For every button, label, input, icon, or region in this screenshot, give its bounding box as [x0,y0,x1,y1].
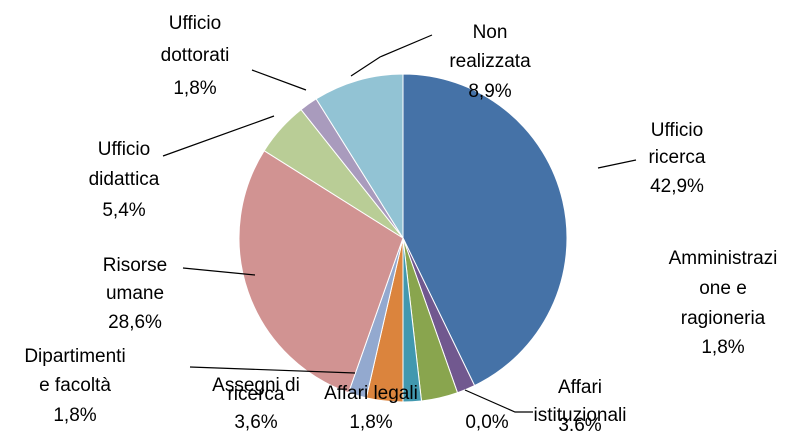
slice-label: Ufficio ricerca [648,120,705,168]
pie-slice [315,73,404,240]
leader-line [251,69,307,91]
value-label: 1,8% [701,337,744,358]
slice-label: Risorse umane [103,255,167,304]
slice-label: Assegni diricerca [212,375,300,405]
slice-label: Ufficio dottorati [161,13,230,66]
leader-line [162,115,275,157]
value-label: 3,6% [558,415,601,431]
value-label: 5,4% [102,200,145,221]
leader-line [350,34,433,77]
slice-label: Affari istituzionali [534,377,627,426]
value-label: 8,9% [468,81,511,102]
value-label: 42,9% [650,176,704,197]
pie [238,73,568,403]
value-label: 0,0% [465,412,508,431]
value-label: 1,8% [173,78,216,99]
slice-label: Affari legali [324,383,418,404]
leader-line [189,366,356,374]
leader-line [182,267,256,276]
value-label: 28,6% [108,312,162,333]
slice-label: Non realizzata [449,22,531,72]
leader-line [597,159,637,169]
slice-label: Ufficio didattica [89,139,160,190]
slice-label: Dipartimenti e facoltà [24,346,125,396]
value-label: 1,8% [53,405,96,426]
value-label: 1,8% [349,412,392,431]
value-label: 3,6% [234,412,277,431]
leader-line [464,389,533,413]
pie-slice [238,150,404,394]
slice-label: Amministrazi one e ragioneria [669,248,778,329]
pie-slice [402,73,568,387]
